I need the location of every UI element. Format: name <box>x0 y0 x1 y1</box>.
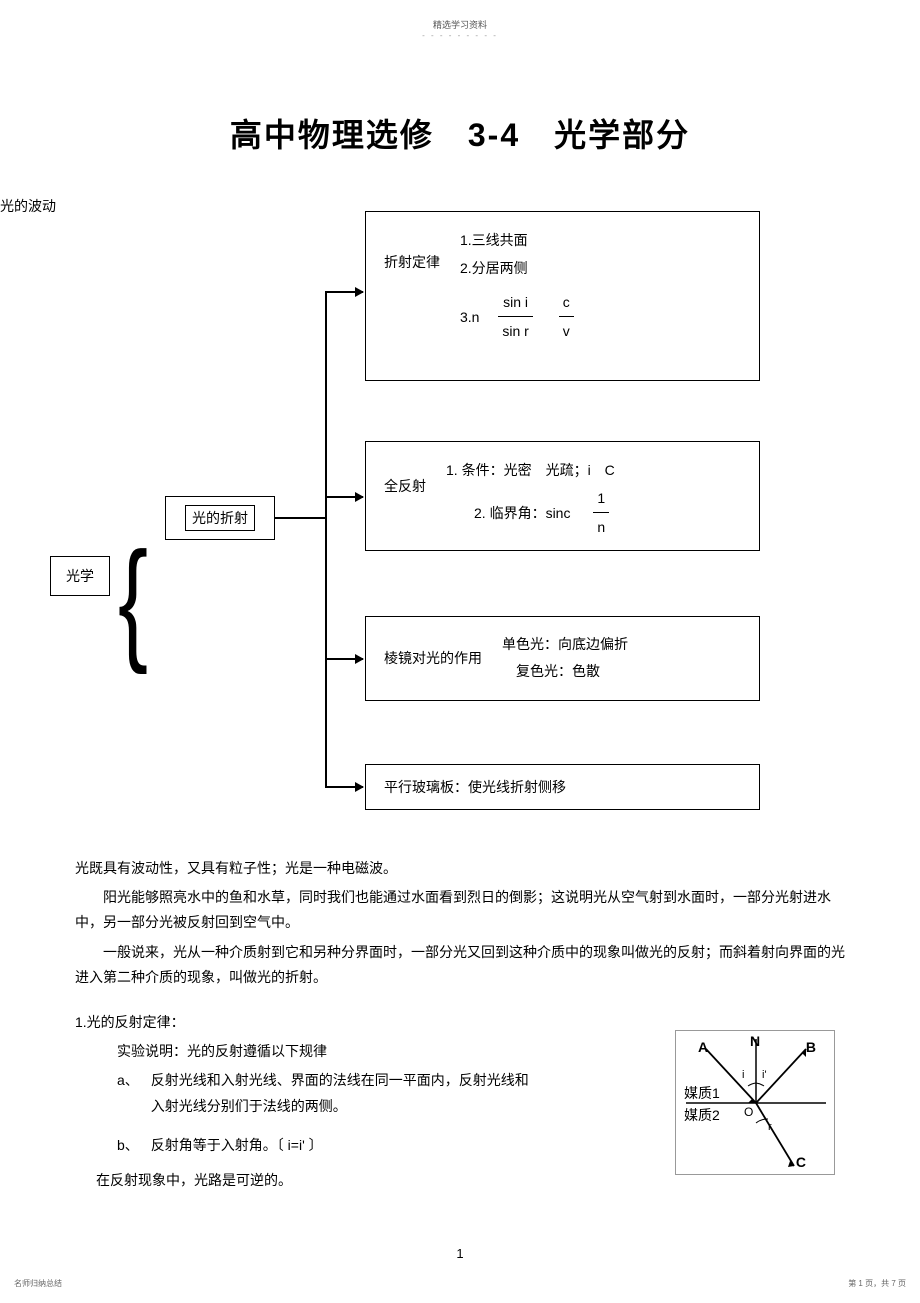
fig-label-N: N <box>750 1033 760 1049</box>
brace-icon: { <box>118 534 148 669</box>
box1-label: 折射定律 <box>384 226 440 272</box>
fig-label-B: B <box>806 1039 816 1055</box>
connector-line <box>275 517 325 519</box>
para-1: 光既具有波动性，又具有粒子性；光是一种电磁波。 <box>75 856 845 881</box>
node-refraction: 光的折射 <box>165 496 275 540</box>
node-wave: 光的波动 <box>0 196 80 232</box>
fig-medium2: 媒质2 <box>684 1105 720 1125</box>
node-optics: 光学 <box>50 556 110 596</box>
connector-vertical <box>325 291 327 786</box>
box1-item2: 2.分居两侧 <box>460 254 577 282</box>
node-refraction-label: 光的折射 <box>185 505 255 531</box>
box1-frac1: sin i sin r <box>498 288 532 345</box>
rule-b-label: b、 <box>117 1133 139 1158</box>
box-total-reflection: 全反射 1. 条件：光密 光疏；i C 2. 临界角：sinc 1 n <box>365 441 760 551</box>
arrow-1 <box>325 291 363 293</box>
header-dots: - - - - - - - - - <box>0 31 920 40</box>
box-prism: 棱镜对光的作用 单色光：向底边偏折 复色光：色散 <box>365 616 760 701</box>
box4-text: 平行玻璃板：使光线折射侧移 <box>384 777 566 797</box>
box3-label: 棱镜对光的作用 <box>384 648 482 668</box>
rule-b-text: 反射角等于入射角。〔 i=i' 〕 <box>151 1133 323 1158</box>
arrow-3 <box>325 658 363 660</box>
rule-a-label: a、 <box>117 1068 139 1118</box>
fig-label-O: O <box>744 1105 753 1119</box>
arrow-4 <box>325 786 363 788</box>
fig-label-i: i <box>742 1069 744 1081</box>
reflection-figure: A N B i i' r O C 媒质1 媒质2 <box>675 1030 835 1175</box>
box-refraction-law: 折射定律 1.三线共面 2.分居两侧 3.n sin i sin r c v <box>365 211 760 381</box>
concept-diagram: 光学 { 光的折射 光的波动 折射定律 1.三线共面 2.分居两侧 3.n si… <box>0 196 920 816</box>
box1-item3-prefix: 3.n <box>460 303 479 331</box>
fig-label-C: C <box>796 1154 806 1170</box>
para-3: 一般说来，光从一种介质射到它和另种分界面时，一部分光又回到这种介质中的现象叫做光… <box>75 940 845 990</box>
main-title: 高中物理选修 3-4 光学部分 <box>0 110 920 156</box>
box2-item1: 1. 条件：光密 光疏；i C <box>446 456 615 484</box>
fig-label-r: r <box>768 1121 772 1133</box>
box1-item1: 1.三线共面 <box>460 226 577 254</box>
fig-medium1: 媒质1 <box>684 1083 720 1103</box>
rule-a-text: 反射光线和入射光线、界面的法线在同一平面内，反射光线和入射光线分别们于法线的两侧… <box>151 1068 531 1118</box>
para-2: 阳光能够照亮水中的鱼和水草，同时我们也能通过水面看到烈日的倒影；这说明光从空气射… <box>75 885 845 935</box>
fig-label-A: A <box>698 1039 708 1055</box>
footer-right: 第 1 页，共 7 页 <box>848 1278 906 1289</box>
box1-frac2: c v <box>559 288 574 345</box>
header-small-text: 精选学习资料 <box>0 0 920 31</box>
fig-label-ip: i' <box>762 1069 767 1081</box>
box3-item2: 复色光：色散 <box>516 658 628 685</box>
box2-frac: 1 n <box>593 484 609 541</box>
node-optics-label: 光学 <box>66 566 94 586</box>
page-number: 1 <box>0 1246 920 1261</box>
box2-label: 全反射 <box>384 456 426 496</box>
box3-item1: 单色光：向底边偏折 <box>502 631 628 658</box>
box-glass-plate: 平行玻璃板：使光线折射侧移 <box>365 764 760 810</box>
node-wave-label: 光的波动 <box>0 198 56 214</box>
box2-item2-prefix: 2. 临界角：sinc <box>474 499 570 527</box>
footer-left: 名师归纳总结 <box>14 1278 62 1289</box>
arrow-2 <box>325 496 363 498</box>
